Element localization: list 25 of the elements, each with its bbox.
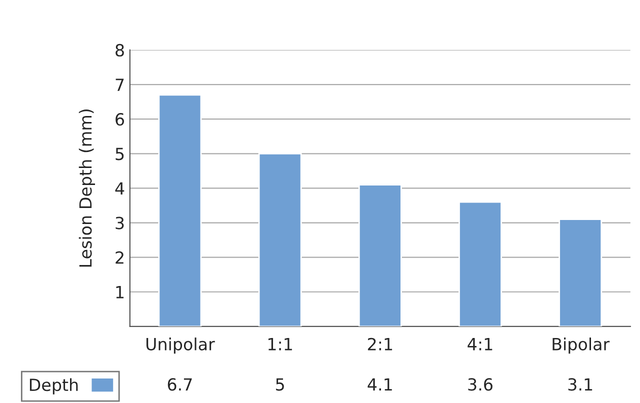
data-label: 5	[276, 378, 284, 391]
bar	[158, 94, 202, 326]
y-tick-label: 2	[116, 251, 124, 264]
x-tick-label: Unipolar	[146, 338, 215, 354]
y-tick-label: 8	[116, 44, 124, 57]
y-tick-label: 1	[116, 286, 124, 298]
y-axis-title: Lesion Depth (mm)	[78, 110, 96, 267]
y-tick-label: 5	[116, 148, 124, 160]
y-tick-label: 3	[116, 216, 124, 230]
y-tick-label: 4	[115, 182, 124, 195]
data-label: 6.7	[168, 378, 192, 391]
y-tick-label: 6	[116, 113, 124, 126]
x-tick-label: Bipolar	[552, 338, 610, 354]
x-tick-label: 4:1	[468, 338, 492, 350]
data-label: 4.1	[368, 378, 392, 390]
bar	[358, 184, 402, 326]
data-label: 3.6	[468, 378, 492, 391]
y-tick-label: 7	[116, 78, 124, 91]
x-tick-label: 2:1	[368, 338, 392, 350]
bar	[458, 201, 502, 326]
x-tick-label: 1:1	[268, 338, 292, 350]
data-label: 3.1	[568, 378, 592, 391]
bar	[558, 218, 602, 326]
bar	[258, 152, 302, 326]
legend-label: Depth	[30, 378, 78, 394]
